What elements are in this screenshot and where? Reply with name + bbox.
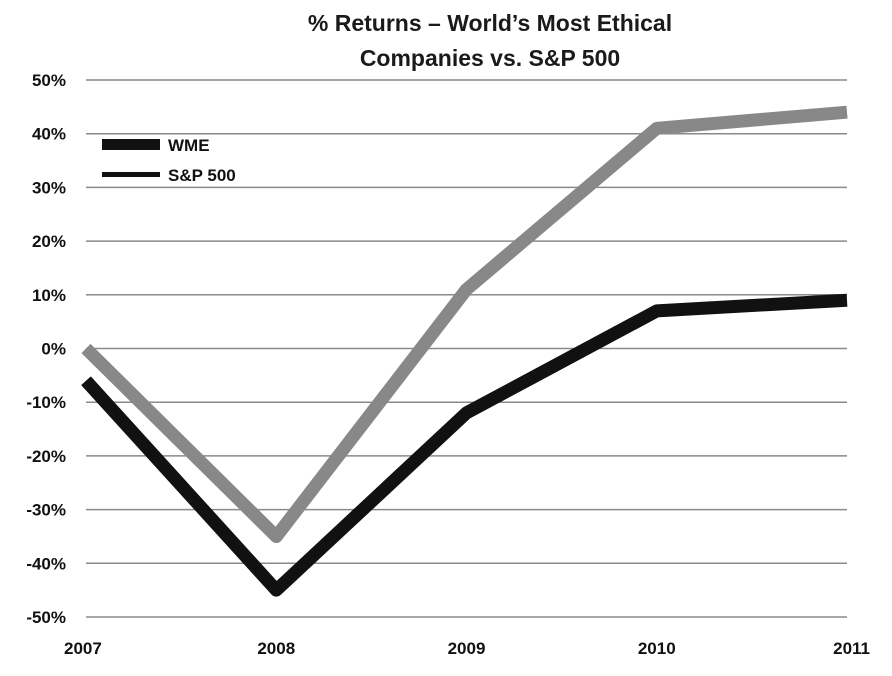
y-tick-label-9: -40% xyxy=(26,554,66,573)
y-tick-label-3: 20% xyxy=(32,232,66,251)
x-tick-label-2011: 2011 xyxy=(833,639,870,658)
y-tick-label-5: 0% xyxy=(41,340,66,359)
x-tick-label-2007: 2007 xyxy=(64,639,102,658)
series-lines xyxy=(81,105,848,597)
x-tick-label-2010: 2010 xyxy=(638,639,676,658)
series-line-s-p-500 xyxy=(81,293,848,597)
legend-swatch-sp500 xyxy=(102,172,160,177)
x-tick-label-2009: 2009 xyxy=(448,639,486,658)
y-tick-label-2: 30% xyxy=(32,178,66,197)
y-tick-label-1: 40% xyxy=(32,125,66,144)
chart-title-line-2: Companies vs. S&P 500 xyxy=(360,45,620,71)
legend-swatch-wme xyxy=(102,139,160,150)
chart-title-line-1: % Returns – World’s Most Ethical xyxy=(308,10,672,36)
y-tick-label-10: -50% xyxy=(26,608,66,627)
y-tick-label-6: -10% xyxy=(26,393,66,412)
x-tick-label-2008: 2008 xyxy=(257,639,295,658)
legend-label-wme: WME xyxy=(168,136,210,155)
y-tick-label-4: 10% xyxy=(32,286,66,305)
y-tick-label-8: -30% xyxy=(26,501,66,520)
y-axis-tick-labels: 50% 40% 30% 20% 10% 0% -10% -20% -30% -40% -50% xyxy=(26,71,66,627)
series-line-wme xyxy=(81,105,848,543)
y-tick-label-0: 50% xyxy=(32,71,66,90)
legend-label-sp500: S&P 500 xyxy=(168,166,236,185)
y-tick-label-7: -20% xyxy=(26,447,66,466)
grid-lines xyxy=(86,79,847,618)
x-axis-tick-labels: 2007 2008 2009 2010 2011 xyxy=(64,639,870,658)
legend: WME S&P 500 xyxy=(102,136,236,185)
